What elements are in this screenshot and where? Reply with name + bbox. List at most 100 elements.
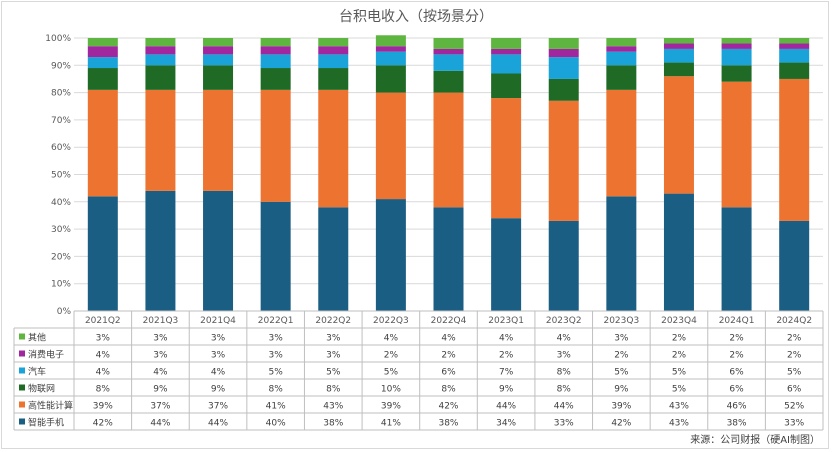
table-value: 2% — [672, 334, 687, 344]
table-value: 44% — [554, 402, 574, 412]
table-value: 44% — [208, 419, 228, 429]
bar-segment — [606, 196, 637, 311]
bar-segment — [375, 51, 406, 66]
legend-swatch — [19, 418, 25, 425]
bar-segment — [318, 89, 349, 208]
table-value: 42% — [438, 402, 458, 412]
x-tick-label: 2024Q1 — [719, 316, 755, 326]
y-tick-label: 0% — [57, 307, 72, 317]
bar-segment — [375, 199, 406, 311]
table-value: 3% — [153, 351, 168, 361]
x-tick-label: 2024Q2 — [776, 316, 812, 326]
table-value: 38% — [727, 419, 747, 429]
bar-segment — [145, 190, 176, 311]
table-value: 41% — [381, 419, 401, 429]
legend-swatch — [19, 333, 25, 340]
table-value: 2% — [441, 351, 456, 361]
table-value: 4% — [211, 368, 226, 378]
table-value: 38% — [323, 419, 343, 429]
x-tick-label: 2023Q2 — [546, 316, 582, 326]
table-value: 2% — [729, 334, 744, 344]
table-value: 3% — [211, 351, 226, 361]
table-value: 10% — [381, 385, 401, 395]
y-tick-label: 80% — [51, 89, 71, 99]
bar-segment — [375, 92, 406, 200]
y-tick-label: 10% — [51, 280, 71, 290]
y-tick-label: 60% — [51, 143, 71, 153]
table-value: 42% — [611, 419, 631, 429]
table-value: 3% — [269, 334, 284, 344]
bar-segment — [318, 38, 349, 47]
table-value: 2% — [787, 351, 802, 361]
bar-segment — [318, 68, 349, 90]
table-value: 8% — [557, 368, 572, 378]
x-tick-label: 2021Q3 — [143, 316, 179, 326]
table-value: 5% — [614, 368, 629, 378]
bar-segment — [548, 48, 579, 58]
bar-segment — [663, 62, 694, 77]
table-value: 5% — [384, 368, 399, 378]
bar-segment — [433, 48, 464, 55]
table-value: 41% — [266, 402, 286, 412]
bar-segment — [433, 38, 464, 49]
bar-segment — [491, 73, 522, 99]
bar-segment — [145, 46, 176, 55]
table-value: 5% — [787, 368, 802, 378]
table-value: 40% — [266, 419, 286, 429]
table-value: 43% — [669, 419, 689, 429]
bar-segment — [548, 220, 579, 311]
bar-segment — [87, 89, 118, 197]
legend-swatch — [19, 350, 25, 357]
bar-segment — [375, 46, 406, 52]
bar-segment — [145, 38, 176, 47]
table-value: 39% — [381, 402, 401, 412]
table-value: 3% — [269, 351, 284, 361]
x-tick-label: 2022Q2 — [315, 316, 351, 326]
bar-segment — [663, 48, 694, 63]
table-value: 4% — [384, 334, 399, 344]
bar-segment — [721, 38, 752, 44]
table-value: 2% — [729, 351, 744, 361]
bar-segment — [203, 38, 234, 47]
table-value: 9% — [499, 385, 514, 395]
y-tick-label: 30% — [51, 225, 71, 235]
legend-label: 物联网 — [28, 383, 55, 395]
table-value: 8% — [441, 385, 456, 395]
table-value: 39% — [611, 402, 631, 412]
table-value: 2% — [672, 351, 687, 361]
table-value: 3% — [211, 334, 226, 344]
bar-segment — [548, 38, 579, 49]
bar-segment — [260, 89, 291, 202]
table-value: 46% — [727, 402, 747, 412]
legend-label: 智能手机 — [28, 417, 64, 429]
table-value: 6% — [441, 368, 456, 378]
legend-label: 消费电子 — [28, 349, 64, 361]
bar-segment — [491, 38, 522, 49]
table-value: 5% — [672, 385, 687, 395]
bar-segment — [548, 57, 579, 79]
bar-segment — [721, 207, 752, 311]
source-note: 来源：公司财报（硬AI制图） — [690, 433, 820, 446]
table-value: 5% — [269, 368, 284, 378]
x-tick-label: 2023Q4 — [661, 316, 697, 326]
legend-swatch — [19, 401, 25, 408]
bar-segment — [433, 54, 464, 71]
bar-segment — [548, 78, 579, 101]
table-value: 6% — [729, 368, 744, 378]
bar-segment — [721, 43, 752, 49]
legend-swatch — [19, 367, 25, 374]
y-tick-label: 40% — [51, 198, 71, 208]
x-tick-label: 2021Q2 — [85, 316, 121, 326]
bar-segment — [663, 76, 694, 194]
table-value: 5% — [326, 368, 341, 378]
table-value: 9% — [614, 385, 629, 395]
bar-segment — [663, 193, 694, 311]
bar-segment — [491, 48, 522, 55]
table-value: 6% — [729, 385, 744, 395]
bar-segment — [663, 38, 694, 44]
bar-segment — [375, 35, 406, 47]
table-value: 9% — [153, 385, 168, 395]
bar-segment — [145, 54, 176, 66]
table-value: 3% — [153, 334, 168, 344]
